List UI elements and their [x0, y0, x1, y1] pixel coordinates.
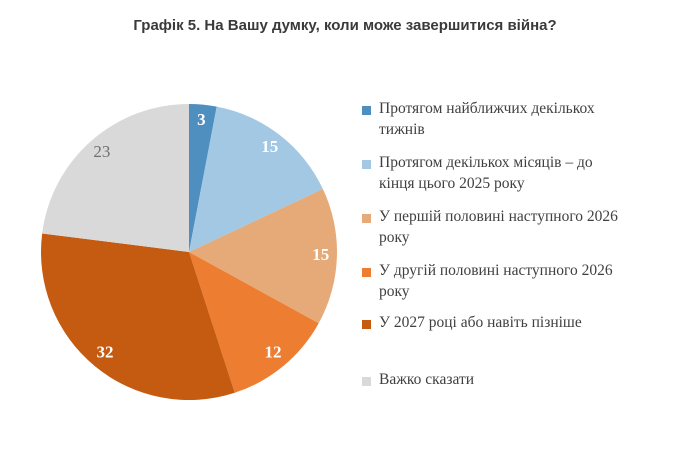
svg-text:3: 3 [197, 110, 206, 129]
svg-text:15: 15 [261, 137, 278, 156]
svg-text:32: 32 [97, 342, 114, 361]
svg-text:15: 15 [312, 245, 329, 264]
svg-text:23: 23 [93, 142, 110, 161]
svg-text:12: 12 [265, 342, 282, 361]
